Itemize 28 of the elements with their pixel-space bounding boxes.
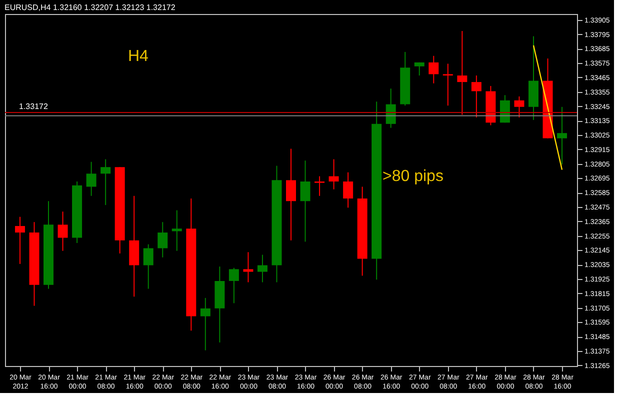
candlestick [343, 172, 354, 208]
candlestick [14, 216, 25, 264]
candlestick [471, 75, 482, 118]
ref-line-label: 1.33172 [19, 102, 48, 111]
candlestick [500, 94, 510, 124]
candlestick [143, 244, 154, 290]
candlestick [514, 96, 524, 118]
candlestick [172, 210, 182, 252]
candlestick [200, 297, 210, 351]
candlestick [314, 176, 325, 196]
annotation: H4 [128, 48, 149, 66]
candlestick [328, 158, 339, 190]
candlestick [100, 158, 111, 206]
candlestick [158, 222, 168, 258]
candlestick [58, 211, 68, 252]
candlestick [228, 267, 239, 304]
candlestick [86, 161, 96, 196]
candlestick [557, 106, 568, 165]
candlestick [257, 254, 268, 283]
candlestick [442, 63, 453, 106]
candlestick [428, 55, 439, 84]
chart-title: EURUSD,H4 1.32160 1.32207 1.32123 1.32172 [4, 3, 176, 12]
candlestick [300, 160, 310, 242]
candlestick [414, 62, 424, 76]
candlestick [457, 30, 468, 116]
annotation: >80 pips [382, 168, 444, 185]
candlestick [243, 252, 254, 283]
candlestick [286, 148, 296, 241]
